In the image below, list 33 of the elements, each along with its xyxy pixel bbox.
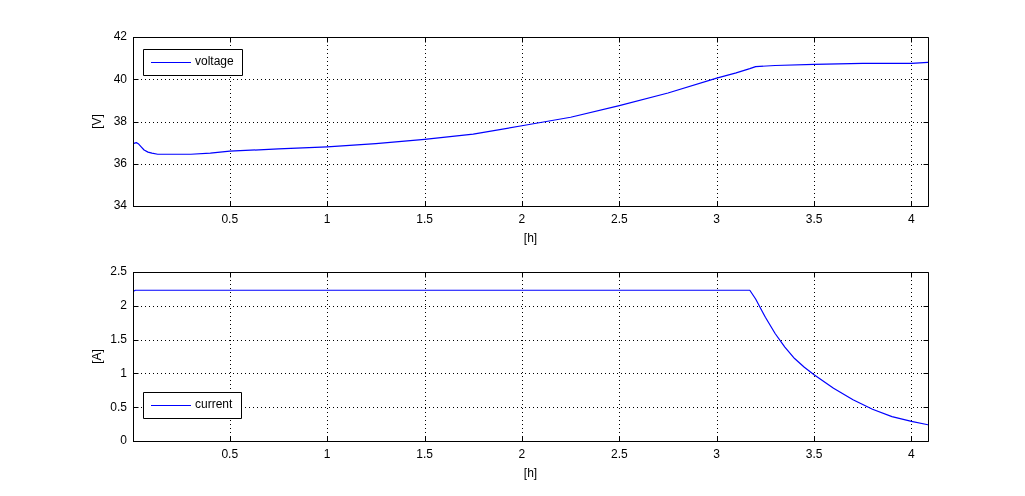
- x-tick-label: 3.5: [805, 211, 823, 226]
- x-tick-label: 1.5: [416, 211, 434, 226]
- y-tick-label: 42: [113, 29, 128, 44]
- y-tick-label: 1: [120, 365, 128, 380]
- x-axis-title: [h]: [523, 466, 538, 481]
- legend-label: current: [195, 397, 234, 412]
- x-tick-label: 0.5: [221, 211, 239, 226]
- x-tick-label: 4: [908, 446, 916, 461]
- y-axis-title: [V]: [89, 114, 104, 129]
- x-tick-label: 3: [713, 211, 721, 226]
- x-tick-label: 3: [713, 446, 721, 461]
- x-tick-label: 2: [518, 211, 526, 226]
- x-tick-label: 1.5: [416, 446, 434, 461]
- y-tick-label: 34: [113, 198, 128, 213]
- y-axis-title: [A]: [89, 349, 104, 364]
- x-tick-label: 2: [518, 446, 526, 461]
- y-tick-label: 0: [120, 433, 128, 448]
- x-tick-label: 1: [323, 446, 331, 461]
- x-tick-label: 0.5: [221, 446, 239, 461]
- x-tick-label: 4: [908, 211, 916, 226]
- legend-label: voltage: [195, 54, 235, 69]
- y-tick-label: 36: [113, 156, 128, 171]
- y-tick-label: 40: [113, 71, 128, 86]
- y-tick-label: 1.5: [110, 331, 128, 346]
- y-tick-label: 38: [113, 113, 128, 128]
- y-tick-label: 2.5: [110, 264, 128, 279]
- y-tick-label: 0.5: [110, 399, 128, 414]
- x-tick-label: 2.5: [610, 446, 628, 461]
- y-tick-label: 2: [120, 298, 128, 313]
- x-tick-label: 3.5: [805, 446, 823, 461]
- x-axis-title: [h]: [523, 231, 538, 246]
- x-tick-label: 1: [323, 211, 331, 226]
- x-tick-label: 2.5: [610, 211, 628, 226]
